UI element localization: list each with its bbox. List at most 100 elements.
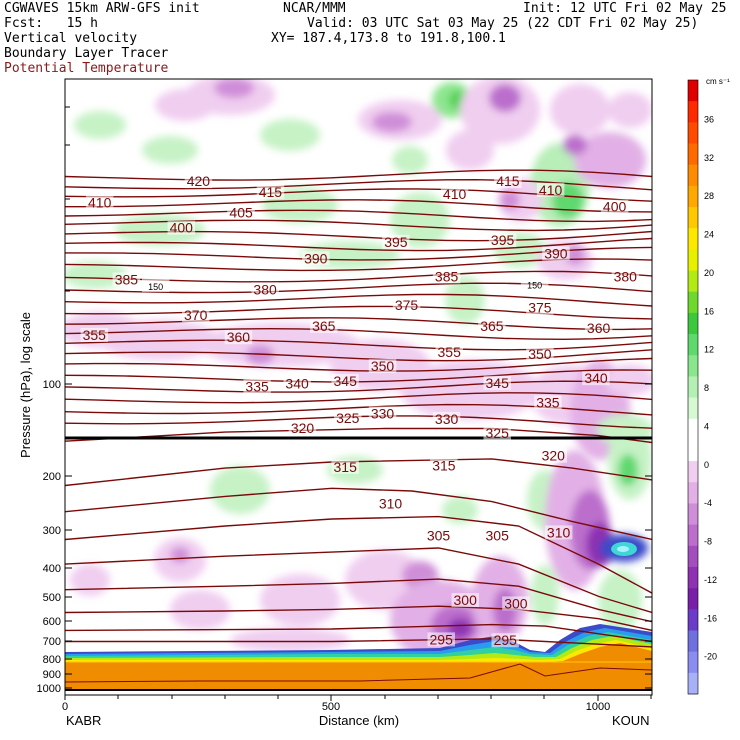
colorbar-tick-label: 4: [704, 421, 709, 431]
theta-contour-label: 350: [526, 346, 554, 362]
left-station-label: KABR: [66, 713, 101, 728]
cross-section-endpoints: XY= 187.4,173.8 to 191.8,100.1: [271, 31, 506, 46]
colorbar-swatch: [688, 228, 698, 250]
theta-contour-line: [65, 357, 652, 372]
theta-contour-line: [65, 178, 652, 191]
colorbar-tick-label: -12: [704, 575, 717, 585]
svg-text:385: 385: [435, 269, 459, 285]
theta-contour-line: [65, 199, 652, 213]
theta-contour-line: [65, 392, 652, 404]
colorbar-swatch: [688, 376, 698, 399]
svg-text:320: 320: [291, 420, 315, 436]
theta-contour-label: 360: [584, 320, 613, 336]
theta-contour-label: 315: [430, 458, 458, 474]
colorbar-tick-label: 24: [704, 230, 714, 240]
svg-text:150: 150: [527, 281, 542, 291]
theta-contour-label: 335: [243, 378, 271, 394]
svg-text:365: 365: [480, 318, 504, 334]
theta-contour-label: 310: [376, 496, 405, 512]
theta-contour-label: 330: [432, 411, 461, 427]
theta-contour-label: 390: [302, 250, 330, 266]
svg-text:395: 395: [491, 232, 515, 248]
y-tick-label: 600: [43, 616, 61, 628]
y-tick-label: 800: [43, 654, 61, 666]
theta-contour-label: 365: [310, 318, 338, 334]
theta-contour-label: 395: [382, 234, 410, 250]
colorbar-swatch: [688, 482, 698, 504]
y-tick-label: 500: [43, 592, 61, 604]
theta-contour-line: [65, 293, 652, 307]
svg-text:420: 420: [187, 173, 211, 189]
svg-text:345: 345: [334, 373, 358, 389]
theta-contour-label: 370: [182, 307, 210, 323]
svg-text:350: 350: [371, 358, 395, 374]
svg-text:405: 405: [229, 205, 253, 221]
svg-text:410: 410: [88, 195, 112, 211]
x-tick-label: 0: [62, 701, 68, 713]
theta-contour-label: 340: [283, 376, 311, 392]
colorbar-swatch: [688, 334, 698, 356]
theta-contour-label: 360: [224, 329, 253, 345]
theta-contour-line: [65, 349, 652, 362]
theta-contour-label: 415: [494, 173, 522, 189]
theta-contour-line: [65, 458, 652, 487]
svg-text:355: 355: [83, 327, 107, 343]
colorbar-tick-label: 12: [704, 345, 714, 355]
svg-text:150: 150: [148, 282, 163, 292]
potential-temperature-labels: 420 415 415 410 410 410 405 400 400 395 395 390 390 3…: [80, 173, 640, 648]
colorbar-swatch: [688, 609, 698, 631]
theta-contour-label: 385: [432, 269, 461, 285]
colorbar-tick-label: -8: [704, 537, 712, 547]
y-axis-title: Pressure (hPa), log scale: [18, 312, 33, 458]
theta-contour-label: 320: [539, 448, 567, 464]
colorbar-tick-label: 36: [704, 114, 714, 124]
svg-text:360: 360: [587, 320, 611, 336]
svg-text:415: 415: [259, 184, 283, 200]
svg-text:410: 410: [539, 182, 563, 198]
svg-text:330: 330: [435, 411, 459, 427]
colorbar-swatch: [688, 80, 698, 102]
y-axis: 100 200 300 400 500 600 700 800 900 1000: [37, 106, 652, 695]
theta-contour-label: 390: [542, 246, 570, 262]
colorbar-swatch: [688, 439, 698, 462]
theta-contour-label: 415: [256, 184, 285, 200]
colorbar-swatch: [688, 418, 698, 441]
theta-contour-label: 295: [491, 632, 519, 648]
svg-text:320: 320: [542, 448, 566, 464]
svg-text:375: 375: [395, 297, 419, 313]
theta-contour-label: 410: [85, 195, 114, 211]
colorbar-swatch: [688, 545, 698, 568]
svg-text:310: 310: [379, 496, 403, 512]
theta-contour-line: [65, 339, 652, 351]
x-axis: 0 500 1000: [62, 695, 652, 713]
colorbar-tick-label: 0: [704, 460, 709, 470]
theta-contour-line: [65, 427, 652, 444]
svg-text:300: 300: [454, 592, 478, 608]
colorbar-swatch: [688, 101, 698, 123]
colorbar-tick-label: 20: [704, 268, 714, 278]
svg-text:300: 300: [504, 595, 528, 611]
colorbar-tick-label: 28: [704, 191, 714, 201]
colorbar-tick-label: -4: [704, 498, 712, 508]
x-axis-title: Distance (km): [319, 713, 399, 728]
colorbar-swatch: [688, 397, 698, 420]
tracer-contour-label: 150: [142, 278, 170, 293]
plot-frame: [64, 78, 653, 696]
theta-contour-line: [65, 305, 652, 320]
colorbar-swatch: [688, 630, 698, 653]
svg-text:315: 315: [432, 458, 456, 474]
colorbar-swatch: [688, 291, 698, 314]
colorbar-tick-label: -20: [704, 652, 717, 662]
svg-text:295: 295: [494, 632, 518, 648]
y-tick-label: 900: [43, 669, 61, 681]
theta-contour-label: 330: [368, 406, 397, 422]
theta-contour-label: 355: [435, 344, 463, 360]
colorbar-labels: 36 32 28 24 20 16 12 8 4 0 -4 -8 -12 -16 -20: [704, 114, 717, 661]
theta-contour-line: [65, 638, 652, 648]
svg-text:340: 340: [285, 376, 309, 392]
tracer-contour-label: 150: [520, 276, 549, 291]
colorbar-swatch: [688, 185, 698, 208]
x-tick-label: 500: [322, 701, 340, 713]
colorbar-swatch: [688, 249, 698, 272]
y-tick-label: 100: [43, 379, 61, 391]
